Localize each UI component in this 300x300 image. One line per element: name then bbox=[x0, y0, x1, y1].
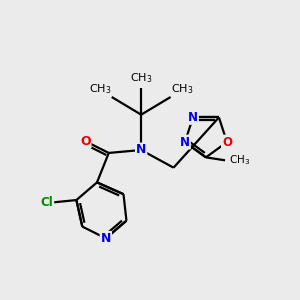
Text: N: N bbox=[180, 136, 190, 148]
Text: O: O bbox=[222, 136, 232, 148]
Text: N: N bbox=[188, 111, 198, 124]
Text: CH$_3$: CH$_3$ bbox=[130, 71, 152, 85]
Text: N: N bbox=[100, 232, 111, 245]
Text: O: O bbox=[80, 135, 91, 148]
Text: CH$_3$: CH$_3$ bbox=[89, 82, 112, 95]
Text: CH$_3$: CH$_3$ bbox=[171, 82, 193, 95]
Text: N: N bbox=[136, 143, 146, 157]
Text: CH$_3$: CH$_3$ bbox=[229, 153, 250, 167]
Text: Cl: Cl bbox=[40, 196, 53, 209]
